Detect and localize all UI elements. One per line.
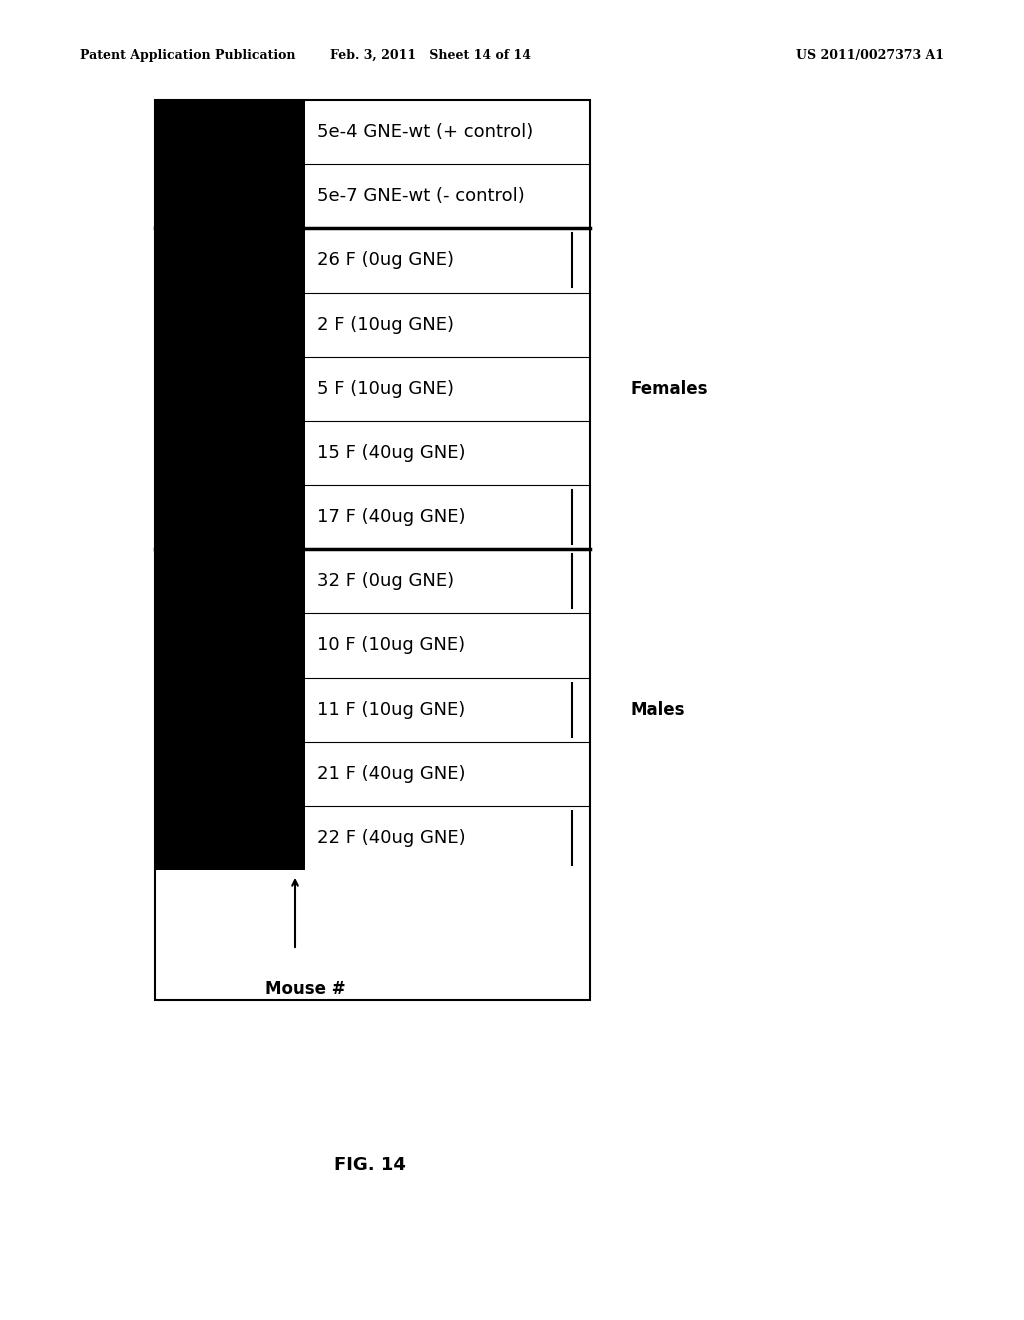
Text: Feb. 3, 2011   Sheet 14 of 14: Feb. 3, 2011 Sheet 14 of 14 (330, 49, 530, 62)
Text: 10 F (10ug GNE): 10 F (10ug GNE) (317, 636, 465, 655)
Text: Females: Females (630, 380, 708, 397)
Text: 17 F (40ug GNE): 17 F (40ug GNE) (317, 508, 466, 527)
Bar (155, 100, 305, 870)
Text: 32 F (0ug GNE): 32 F (0ug GNE) (317, 573, 454, 590)
Text: Patent Application Publication: Patent Application Publication (80, 49, 296, 62)
Bar (155, 100, 590, 1001)
Text: Mouse #: Mouse # (265, 979, 346, 998)
Text: FIG. 14: FIG. 14 (334, 1156, 406, 1173)
Text: 15 F (40ug GNE): 15 F (40ug GNE) (317, 444, 466, 462)
Text: 5e-4 GNE-wt (+ control): 5e-4 GNE-wt (+ control) (317, 123, 534, 141)
Text: 5 F (10ug GNE): 5 F (10ug GNE) (317, 380, 454, 397)
Text: 11 F (10ug GNE): 11 F (10ug GNE) (317, 701, 465, 718)
Text: Males: Males (630, 701, 684, 718)
Text: 22 F (40ug GNE): 22 F (40ug GNE) (317, 829, 466, 847)
Text: 26 F (0ug GNE): 26 F (0ug GNE) (317, 251, 454, 269)
Text: 5e-7 GNE-wt (- control): 5e-7 GNE-wt (- control) (317, 187, 524, 205)
Text: US 2011/0027373 A1: US 2011/0027373 A1 (796, 49, 944, 62)
Text: 2 F (10ug GNE): 2 F (10ug GNE) (317, 315, 454, 334)
Text: 21 F (40ug GNE): 21 F (40ug GNE) (317, 764, 466, 783)
